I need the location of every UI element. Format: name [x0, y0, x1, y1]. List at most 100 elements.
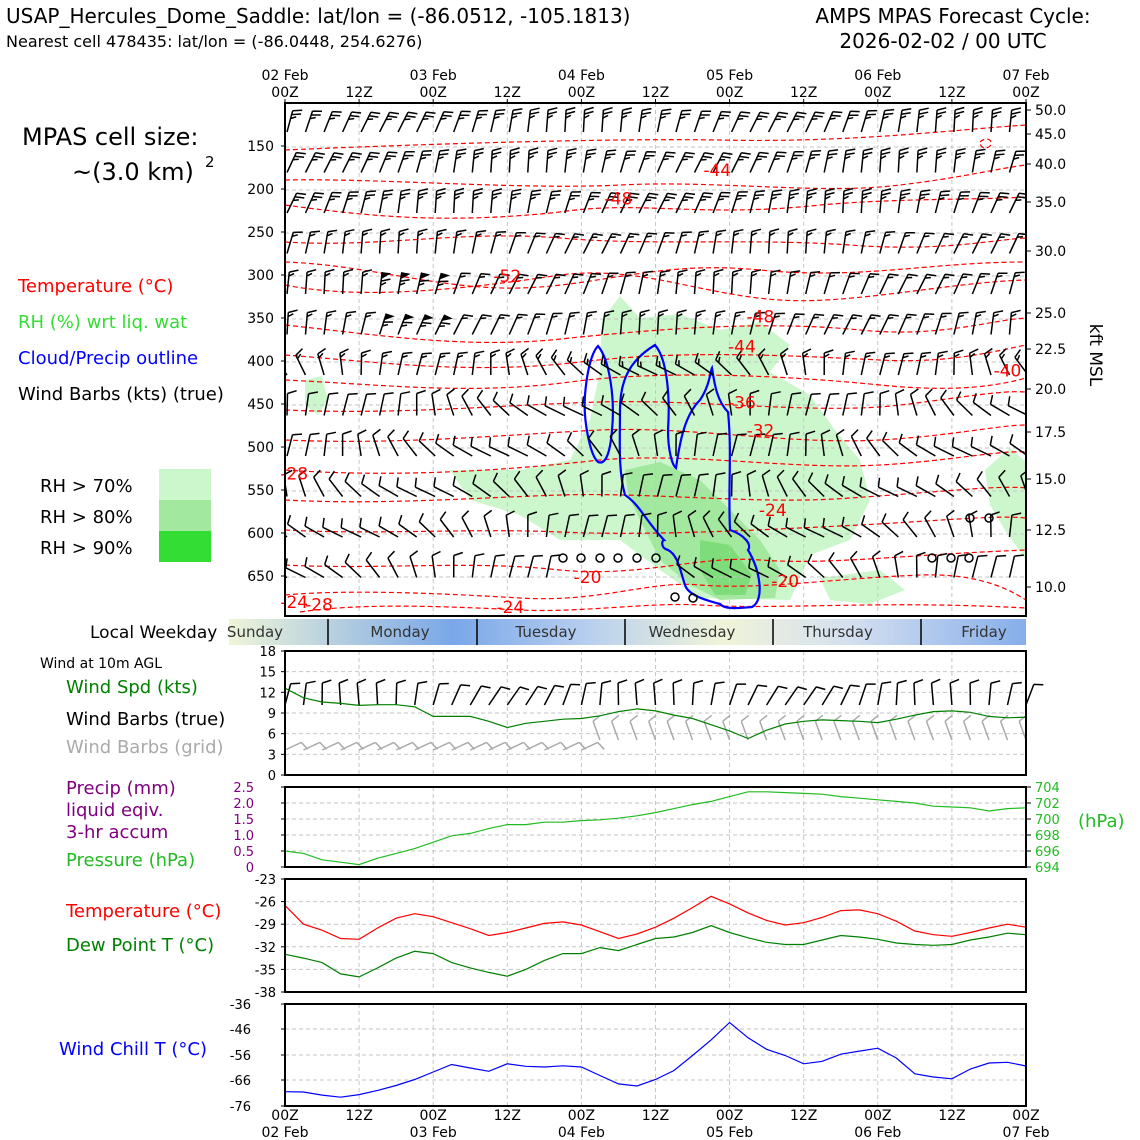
- wind-barb: [488, 437, 510, 457]
- chart-title-left: USAP_Hercules_Dome_Saddle: lat/lon = (-8…: [6, 4, 630, 28]
- wind-barb: [823, 349, 834, 376]
- wind-barb: [636, 356, 658, 376]
- wind-barb: [675, 269, 688, 295]
- wind-barb: [434, 111, 454, 133]
- true-wind-barb: [840, 684, 860, 706]
- wind-barb: [1008, 271, 1025, 295]
- wind-barb: [285, 558, 306, 579]
- wind-barb: [340, 518, 362, 538]
- isotherm-labels: -44-48-52-48-44-40-36-32-28-24-20 -20-24-…: [280, 161, 1021, 618]
- true-wind-barb: [672, 678, 683, 706]
- wind-barb: [360, 311, 376, 335]
- bottom-date-label: 03 Feb: [410, 1125, 457, 1140]
- wind-barb: [378, 111, 400, 133]
- wind-barb: [304, 557, 325, 579]
- wind-barb: [446, 388, 455, 416]
- y-tick-label: 0.5: [233, 845, 254, 860]
- top-date-label: 07 Feb: [1002, 68, 1049, 84]
- wind-barb: [757, 348, 770, 376]
- wind-barb: [860, 147, 873, 173]
- pressure-tick-label: 150: [247, 139, 274, 155]
- wind-barb: [842, 148, 856, 173]
- isotherm-path: [285, 344, 1026, 369]
- wind-barb: [452, 351, 468, 376]
- wind-barb: [360, 349, 371, 376]
- wind-barb: [431, 550, 441, 578]
- wind-barb: [786, 313, 805, 335]
- wind-barb: [397, 111, 418, 133]
- legend-rh90-label: RH > 90%: [40, 538, 133, 559]
- isotherm-label: -48: [605, 189, 633, 209]
- wind-barb: [409, 550, 419, 578]
- bottom-hour-label: 12Z: [494, 1108, 521, 1124]
- wind-barb: [545, 273, 566, 295]
- wind-barb: [452, 110, 471, 133]
- cloud-outline: [583, 343, 761, 610]
- wind-barb: [490, 147, 502, 173]
- wind-barb: [786, 228, 798, 254]
- wind-barb: [990, 554, 1007, 578]
- bottom-hour-label: 00Z: [1012, 1108, 1039, 1124]
- wind-barb: [820, 429, 831, 457]
- wind-barb: [323, 555, 344, 579]
- weekday-label: Sunday: [227, 623, 283, 641]
- y-tick-label: 1.0: [233, 829, 254, 844]
- wind-barb: [483, 509, 493, 538]
- wind-barb: [453, 314, 474, 335]
- y-tick-label: -29: [255, 918, 276, 933]
- wind-barb: [505, 510, 515, 538]
- isotherm-label: -44: [703, 161, 731, 181]
- bottom-hour-label: 00Z: [271, 1108, 298, 1124]
- wind-barb: [656, 232, 675, 254]
- true-wind-barb: [525, 685, 548, 706]
- wind-barb: [687, 509, 697, 538]
- wind-barb: [989, 394, 1010, 417]
- wind-barb: [357, 429, 367, 457]
- isotherm-label: -40: [994, 361, 1022, 381]
- wind-barb: [313, 469, 325, 497]
- wind-barb: [897, 147, 909, 173]
- wind-barb: [434, 228, 447, 254]
- bottom-hour-label: 00Z: [864, 1108, 891, 1124]
- wind-barb: [620, 393, 640, 417]
- rh-shading: [305, 296, 1026, 604]
- bottom-hour-label: 12Z: [790, 1108, 817, 1124]
- legend-temperature-lower: Temperature (°C): [65, 901, 221, 922]
- wind-barb: [786, 270, 801, 295]
- grid-wind-barb: [962, 714, 972, 741]
- wind-barb: [804, 270, 821, 295]
- wind-barb: [619, 271, 636, 295]
- wind-barb: [396, 477, 418, 498]
- legend-barbs-grid: Wind Barbs (grid): [66, 737, 224, 758]
- wind-barb: [934, 273, 955, 295]
- wind-barb: [879, 313, 899, 335]
- wind-barb: [893, 550, 904, 578]
- wind-barb: [694, 352, 714, 376]
- wind-barb: [850, 429, 862, 457]
- isotherm-path: [979, 138, 992, 149]
- wind-barb-pennant: [384, 313, 395, 321]
- wind-barb: [490, 273, 510, 295]
- wind-barb-pennant: [381, 272, 392, 280]
- grid-wind-barb: [722, 714, 731, 741]
- wind-barb: [341, 268, 354, 295]
- true-wind-barb: [469, 685, 491, 706]
- chart-title-right-2: 2026-02-02 / 00 UTC: [839, 29, 1046, 53]
- wind-barb: [683, 388, 696, 416]
- wind-barb: [990, 233, 1011, 254]
- wind-barb: [490, 230, 507, 254]
- wind-barb: [842, 314, 863, 335]
- wind-barb: [859, 477, 881, 498]
- wind-barb: [990, 310, 1004, 335]
- wind-barb: [323, 268, 335, 295]
- weekday-bar-label: Local Weekday: [90, 623, 217, 643]
- wind-barb: [807, 553, 825, 579]
- wind-barb: [601, 233, 622, 254]
- y-tick-label: -23: [255, 873, 276, 888]
- wind-barb: [638, 232, 658, 254]
- wind-barb: [693, 192, 713, 214]
- wind-barb: [471, 147, 484, 173]
- wind-barb: [581, 396, 603, 417]
- wind-barb: [323, 310, 337, 335]
- wind-barb: [566, 431, 584, 457]
